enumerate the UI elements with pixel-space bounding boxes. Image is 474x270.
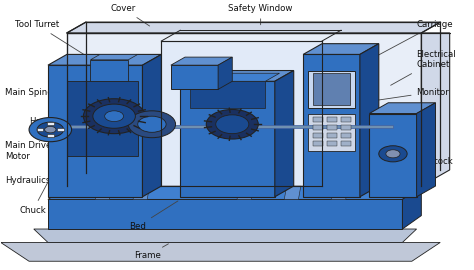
Bar (47, 122, 54, 125)
Bar (313, 73, 350, 106)
Circle shape (37, 122, 64, 137)
Text: Main Spindle: Main Spindle (5, 87, 102, 102)
Polygon shape (34, 229, 417, 242)
Polygon shape (48, 65, 143, 197)
Polygon shape (369, 113, 417, 197)
Polygon shape (171, 65, 218, 89)
Circle shape (386, 150, 400, 158)
Circle shape (45, 126, 56, 133)
Polygon shape (421, 33, 450, 186)
Bar (308, 113, 355, 151)
Circle shape (379, 146, 407, 162)
Bar (327, 117, 337, 122)
Circle shape (138, 116, 166, 132)
Bar (48, 125, 393, 128)
Bar (341, 141, 351, 146)
Polygon shape (190, 81, 265, 108)
Circle shape (216, 115, 249, 134)
Polygon shape (91, 55, 138, 60)
Polygon shape (143, 55, 161, 197)
Bar (313, 117, 323, 122)
Polygon shape (237, 186, 254, 200)
Polygon shape (67, 22, 440, 33)
Bar (47, 134, 54, 137)
Text: Chuck: Chuck (19, 140, 70, 215)
Text: Hydraulics: Hydraulics (5, 168, 60, 185)
Text: Bed: Bed (129, 201, 178, 231)
Polygon shape (190, 73, 280, 81)
Circle shape (105, 111, 124, 122)
Polygon shape (171, 57, 232, 65)
Bar (308, 70, 355, 108)
Polygon shape (0, 242, 440, 261)
Polygon shape (67, 33, 421, 186)
Polygon shape (303, 55, 360, 197)
Bar (36, 128, 43, 131)
Polygon shape (218, 57, 232, 89)
Polygon shape (133, 186, 150, 200)
Polygon shape (95, 186, 112, 200)
Circle shape (83, 99, 145, 134)
Bar (327, 133, 337, 138)
Text: CNC: CNC (358, 125, 435, 135)
Polygon shape (180, 81, 275, 197)
Text: Carriage: Carriage (367, 20, 453, 61)
Polygon shape (91, 60, 128, 81)
Polygon shape (67, 22, 450, 33)
Text: Electrical
Cabinet: Electrical Cabinet (391, 50, 456, 85)
Text: Tailstock: Tailstock (363, 154, 453, 166)
Polygon shape (161, 41, 322, 186)
Polygon shape (369, 103, 436, 113)
Text: Cover: Cover (111, 4, 150, 26)
Text: Headstock: Headstock (29, 117, 102, 126)
Bar (313, 125, 323, 130)
Polygon shape (417, 103, 436, 197)
Bar (341, 125, 351, 130)
Bar (341, 133, 351, 138)
Polygon shape (48, 186, 421, 200)
Polygon shape (284, 186, 301, 200)
Bar (313, 133, 323, 138)
Bar (313, 141, 323, 146)
Polygon shape (48, 200, 402, 229)
Text: Safety Window: Safety Window (228, 4, 293, 25)
Circle shape (128, 111, 175, 138)
Bar (327, 125, 337, 130)
Polygon shape (67, 81, 138, 157)
Polygon shape (402, 186, 421, 229)
Text: Tool Turret: Tool Turret (15, 20, 86, 56)
Polygon shape (303, 44, 379, 55)
Polygon shape (331, 186, 348, 200)
Bar (341, 117, 351, 122)
Polygon shape (275, 70, 294, 197)
Text: Monitor: Monitor (363, 87, 449, 102)
Text: Frame: Frame (134, 244, 168, 260)
Circle shape (29, 117, 72, 142)
Polygon shape (180, 70, 294, 81)
Polygon shape (360, 44, 379, 197)
Text: Main Drive
Motor: Main Drive Motor (5, 136, 73, 161)
Polygon shape (48, 55, 161, 65)
Circle shape (206, 109, 258, 139)
Circle shape (93, 104, 136, 128)
Bar (57, 128, 64, 131)
Bar (327, 141, 337, 146)
